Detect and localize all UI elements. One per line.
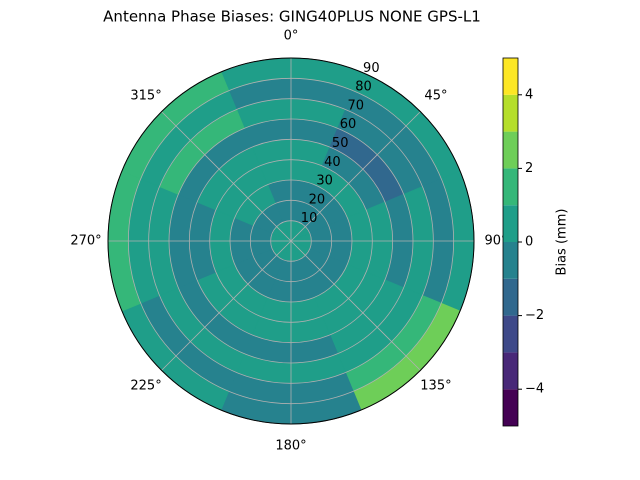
colorbar-tick-label: −2 [525,308,544,323]
colorbar-band [503,131,518,169]
grid-spoke [290,240,421,371]
colorbar-band [503,168,518,206]
colorbar-band [503,315,518,353]
colorbar-tick-label: 4 [525,87,533,102]
r-tick-label: 30 [316,174,333,189]
r-tick-label: 20 [309,192,326,207]
polar-frame [107,57,475,425]
colorbar-band [503,58,518,95]
theta-tick-label: 315° [130,89,161,104]
colorbar-tick-label: −4 [525,382,544,397]
theta-tick-label: 225° [130,378,161,393]
r-tick-label: 60 [340,117,357,132]
colorbar-band [503,94,518,132]
theta-tick-label: 45° [424,89,447,104]
chart-title: Antenna Phase Biases: GING40PLUS NONE GP… [103,8,481,26]
r-tick-label: 70 [347,98,364,113]
colorbar-band [503,242,518,279]
theta-tick-label: 270° [70,234,101,249]
theta-tick-label: 135° [420,378,451,393]
colorbar-band [503,278,518,316]
grid-spoke [161,240,292,371]
r-tick-label: 90 [363,61,380,76]
grid-spoke [290,111,421,242]
r-tick-label: 40 [324,155,341,170]
colorbar-band [503,389,518,426]
theta-tick-label: 0° [284,29,299,44]
colorbar-tick-label: 0 [525,235,533,250]
colorbar-band [503,352,518,390]
colorbar-label: Bias (mm) [555,209,570,276]
theta-tick-label: 90° [484,234,507,249]
grid-spoke [161,111,292,242]
colorbar-tick-label: 2 [525,161,533,176]
r-tick-label: 10 [301,211,318,226]
colorbar-band [503,205,518,242]
r-tick-label: 50 [332,136,349,151]
r-tick-label: 80 [355,80,372,95]
theta-tick-label: 180° [275,439,306,454]
